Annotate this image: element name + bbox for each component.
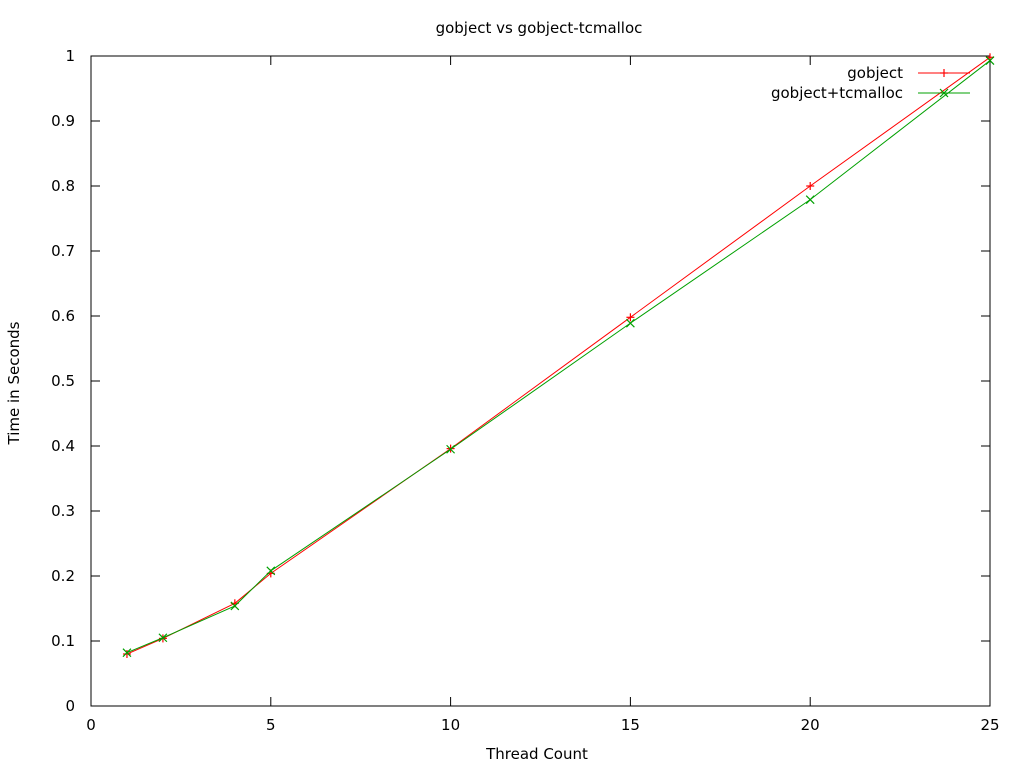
x-tick-label: 25 (980, 716, 999, 734)
data-point (122, 648, 132, 658)
series-layer (122, 53, 995, 658)
data-point (266, 566, 276, 576)
data-point (122, 650, 131, 658)
y-tick-label: 0.3 (51, 502, 75, 520)
legend-label: gobject (847, 64, 903, 82)
series-line (126, 60, 991, 654)
x-tick-label: 5 (266, 716, 276, 734)
data-point (626, 313, 635, 322)
data-point (806, 182, 815, 190)
x-tick-label: 15 (621, 716, 640, 734)
data-point (625, 318, 635, 328)
y-tick-label: 0 (65, 697, 75, 715)
data-point (805, 195, 815, 205)
series-1 (122, 56, 995, 658)
y-tick-label: 0.4 (51, 437, 75, 455)
legend-marker (939, 88, 949, 98)
data-point (230, 601, 240, 611)
x-tick-label: 20 (801, 716, 820, 734)
y-tick-label: 0.2 (51, 567, 75, 585)
y-tick-label: 0.5 (51, 372, 75, 390)
legend-label: gobject+tcmalloc (771, 84, 903, 102)
x-tick-label: 0 (86, 716, 96, 734)
y-tick-label: 0.7 (51, 242, 75, 260)
y-tick-label: 0.1 (51, 632, 75, 650)
y-tick-label: 0.9 (51, 112, 75, 130)
data-point (446, 444, 456, 454)
legend-marker (940, 69, 948, 77)
legend: gobject gobject+tcmalloc (771, 64, 970, 102)
y-axis-label: Time in Seconds (5, 321, 23, 445)
x-tick-label: 10 (441, 716, 460, 734)
data-point (158, 633, 168, 643)
y-tick-label: 1 (65, 47, 75, 65)
x-axis-label: Thread Count (485, 745, 588, 763)
y-tick-label: 0.6 (51, 307, 75, 325)
series-0 (122, 53, 994, 658)
x-axis: 0 5 10 15 20 25 (86, 56, 1000, 734)
y-axis: 0 0.1 0.2 0.3 0.4 0.5 0.6 0.7 0.8 0.9 1 (51, 47, 990, 715)
chart-title: gobject vs gobject-tcmalloc (436, 19, 643, 37)
y-tick-label: 0.8 (51, 177, 75, 195)
series-line (126, 56, 991, 655)
data-point (985, 56, 995, 65)
